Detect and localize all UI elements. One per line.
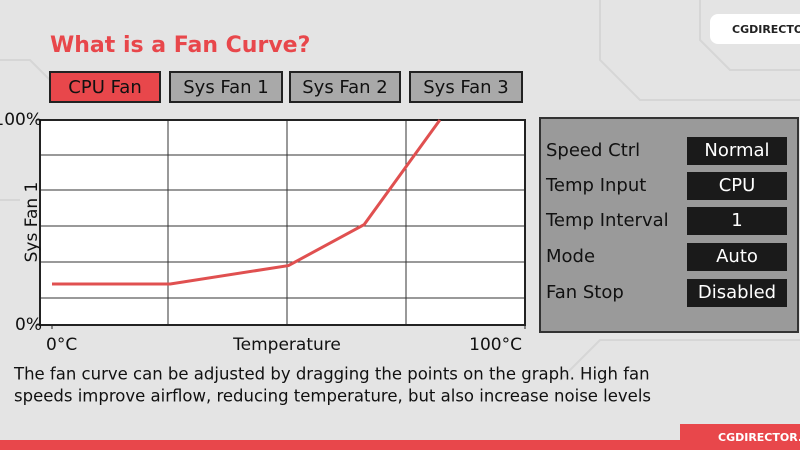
x-tick-label: 0°C [46,335,77,355]
tab-label: Sys Fan 2 [302,77,388,98]
x-tick-label: 100°C [469,335,522,355]
footer-tab [680,424,800,450]
setting-value-box[interactable] [687,137,787,165]
tab-label: Sys Fan 1 [183,77,269,98]
setting-label: Temp Input [545,175,646,196]
tabs: CPU Fan Sys Fan 1 Sys Fan 2 Sys Fan 3 [49,71,523,103]
x-axis-label: Temperature [232,335,341,355]
setting-value-box[interactable] [687,279,787,307]
setting-value: 1 [731,210,742,231]
setting-label: Fan Stop [546,282,624,303]
tab-label: CPU Fan [68,77,141,98]
plot-frame [39,119,526,326]
tab[interactable] [169,71,283,103]
y-axis-label: Sys Fan 1 [22,182,42,263]
tab-label: Sys Fan 3 [423,77,509,98]
setting-value-box[interactable] [687,207,787,235]
title: What is a Fan Curve? [50,33,310,58]
footer: CGDIRECTOR.CO [718,431,800,444]
caption: The fan curve can be adjusted by draggin… [13,365,651,406]
setting-label: Mode [546,246,595,267]
circuit-pattern [0,0,800,381]
setting-value: Auto [716,246,758,267]
tab[interactable] [49,71,161,103]
setting-value: CPU [719,175,756,196]
grid [40,120,525,325]
fan-curve [52,119,442,286]
tab[interactable] [289,71,401,103]
setting-label: Speed Ctrl [546,140,640,161]
caption-line: speeds improve airflow, reducing tempera… [14,387,651,406]
caption-line: The fan curve can be adjusted by draggin… [13,365,650,384]
settings: Speed Ctrl Normal Temp Input CPU Temp Interv… [545,137,787,307]
setting-value: Normal [704,140,769,161]
setting-label: Temp Interval [545,210,669,231]
setting-value: Disabled [698,282,776,303]
chart: 0% 100% 0°C 100°C Temperature Sys Fan 1 [0,110,526,355]
y-tick-label: 0% [15,315,42,335]
logo: CGDIRECTOR [732,23,800,36]
logo-box [710,14,800,44]
setting-value-box[interactable] [687,243,787,271]
plot-bg [40,120,525,325]
y-tick-label: 100% [0,110,42,130]
setting-value-box[interactable] [687,172,787,200]
tab[interactable] [409,71,523,103]
footer-bar [0,440,800,450]
